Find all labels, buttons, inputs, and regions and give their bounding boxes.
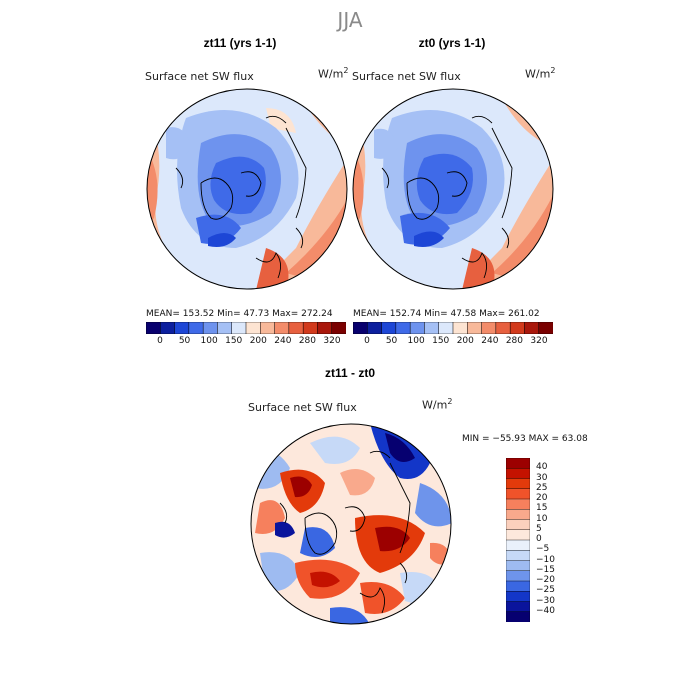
panel-2-units: W/m2 (525, 66, 556, 81)
colorbar-swatch (481, 322, 497, 334)
colorbar-swatch (506, 570, 530, 582)
colorbar-tick-label: −20 (536, 575, 555, 585)
colorbar-swatch (381, 322, 397, 334)
diff-colorbar-labels: 40 30 25 20 15 10 5 0 −5 −10 −15 −20 −25 −30 −40 (536, 458, 576, 622)
colorbar-swatch (438, 322, 454, 334)
colorbar-swatch (274, 322, 290, 334)
panel-2-variable-label: Surface net SW flux (352, 70, 461, 83)
colorbar-tick-label: 0 (157, 336, 163, 346)
colorbar-tick-label: 150 (225, 336, 243, 346)
colorbar-tick-label: 0 (536, 534, 542, 544)
colorbar-swatch (395, 322, 411, 334)
colorbar-swatch (506, 458, 530, 469)
colorbar-swatch (506, 509, 530, 520)
panel-2-title: zt0 (yrs 1-1) (418, 36, 486, 50)
colorbar-swatch (353, 322, 368, 334)
colorbar-swatch (506, 560, 530, 572)
colorbar-swatch (424, 322, 440, 334)
colorbar-tick-label: −10 (536, 554, 555, 565)
colorbar-swatch (260, 322, 276, 334)
colorbar-tick-label: 280 (505, 336, 524, 346)
panel-1-colorbar (146, 322, 346, 334)
colorbar-tick-label: 50 (178, 336, 191, 346)
panel-2-colorbar (353, 322, 553, 334)
colorbar-tick-label: 5 (536, 523, 542, 534)
colorbar-tick-label: 10 (536, 513, 548, 524)
panel-2-stats: MEAN= 152.74 Min= 47.58 Max= 261.02 (353, 309, 540, 319)
colorbar-swatch (506, 591, 530, 602)
colorbar-swatch (331, 322, 346, 334)
panel-2-colorbar-labels: 0 50 100 150 200 240 280 320 (353, 336, 553, 348)
colorbar-tick-label: −25 (536, 585, 555, 596)
colorbar-swatch (506, 498, 530, 510)
map-zt0 (352, 88, 554, 290)
colorbar-tick-label: 240 (274, 336, 292, 346)
colorbar-swatch (506, 529, 530, 541)
colorbar-tick-label: 0 (364, 336, 370, 346)
diff-panel-units: W/m2 (422, 397, 453, 412)
colorbar-tick-label: 15 (536, 503, 548, 514)
colorbar-swatch (217, 322, 233, 334)
colorbar-tick-label: 50 (385, 336, 398, 346)
colorbar-tick-label: 200 (249, 336, 267, 346)
diff-panel-stats: MIN = −55.93 MAX = 63.08 (462, 434, 588, 444)
colorbar-tick-label: 40 (536, 462, 548, 473)
colorbar-swatch (506, 550, 530, 561)
panel-1-stats: MEAN= 153.52 Min= 47.73 Max= 272.24 (146, 309, 333, 319)
colorbar-swatch (146, 322, 161, 334)
colorbar-tick-label: 20 (536, 493, 548, 503)
colorbar-tick-label: 280 (298, 336, 317, 346)
colorbar-swatch (409, 322, 425, 334)
colorbar-tick-label: 320 (323, 336, 341, 346)
diff-colorbar (506, 458, 530, 622)
panel-1-colorbar-labels: 0 50 100 150 200 240 280 320 (146, 336, 346, 348)
colorbar-swatch (188, 322, 204, 334)
colorbar-swatch (160, 322, 176, 334)
colorbar-swatch (524, 322, 540, 334)
colorbar-tick-label: −40 (536, 605, 555, 616)
colorbar-tick-label: 200 (456, 336, 474, 346)
colorbar-swatch (506, 539, 530, 551)
colorbar-swatch (506, 580, 530, 592)
map-zt11 (146, 88, 348, 290)
colorbar-tick-label: 30 (536, 472, 548, 483)
colorbar-swatch (506, 611, 530, 622)
colorbar-tick-label: 320 (530, 336, 548, 346)
colorbar-swatch (174, 322, 190, 334)
colorbar-swatch (538, 322, 553, 334)
diff-panel-variable-label: Surface net SW flux (248, 401, 357, 414)
colorbar-swatch (506, 519, 530, 531)
colorbar-swatch (506, 601, 530, 613)
colorbar-tick-label: 240 (481, 336, 499, 346)
colorbar-swatch (506, 488, 530, 500)
colorbar-tick-label: −15 (536, 564, 555, 575)
colorbar-swatch (288, 322, 304, 334)
colorbar-swatch (302, 322, 318, 334)
colorbar-tick-label: −5 (536, 544, 550, 555)
colorbar-swatch (245, 322, 261, 334)
panel-1-units: W/m2 (318, 66, 349, 81)
panel-1-variable-label: Surface net SW flux (145, 70, 254, 83)
colorbar-swatch (467, 322, 483, 334)
colorbar-swatch (317, 322, 333, 334)
colorbar-swatch (506, 478, 530, 490)
colorbar-swatch (452, 322, 468, 334)
colorbar-tick-label: 150 (432, 336, 450, 346)
colorbar-swatch (367, 322, 383, 334)
diff-panel-title: zt11 - zt0 (324, 366, 375, 380)
colorbar-swatch (495, 322, 511, 334)
main-title: JJA (337, 8, 363, 32)
colorbar-swatch (506, 468, 530, 479)
colorbar-tick-label: 100 (200, 336, 218, 346)
colorbar-swatch (202, 322, 218, 334)
colorbar-swatch (231, 322, 247, 334)
map-difference (250, 423, 452, 625)
colorbar-tick-label: 100 (407, 336, 425, 346)
colorbar-tick-label: 25 (536, 482, 548, 493)
colorbar-swatch (509, 322, 525, 334)
panel-1-title: zt11 (yrs 1-1) (203, 36, 277, 50)
colorbar-tick-label: −30 (536, 595, 555, 606)
